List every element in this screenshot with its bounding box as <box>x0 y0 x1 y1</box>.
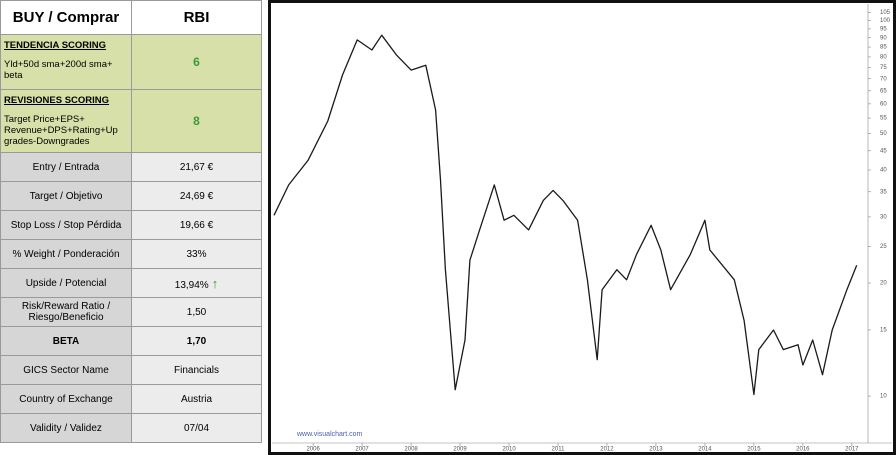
x-tick-label: 2015 <box>747 447 761 453</box>
row-value: Austria <box>131 384 262 414</box>
row-label: % Weight / Ponderación <box>0 239 132 269</box>
y-tick-label: 50 <box>880 131 887 137</box>
scoring-title: REVISIONES SCORING <box>4 95 110 106</box>
y-tick-label: 105 <box>880 10 891 16</box>
x-tick-label: 2006 <box>306 447 320 453</box>
row-value: 19,66 € <box>131 210 262 240</box>
scoring-cell: REVISIONES SCORING Target Price+EPS+ Reve… <box>0 89 132 153</box>
y-tick-label: 100 <box>880 18 891 24</box>
y-tick-label: 70 <box>880 76 887 82</box>
chart-frame <box>268 0 896 455</box>
row-value: 33% <box>131 239 262 269</box>
y-tick-label: 80 <box>880 55 887 61</box>
watermark: www.visualchart.com <box>296 431 363 438</box>
scoring-cell: TENDENCIA SCORING Yld+50d sma+200d sma+ b… <box>0 34 132 90</box>
table-row: Stop Loss / Stop Pérdida 19,66 € <box>0 210 262 240</box>
table-row: Entry / Entrada 21,67 € <box>0 152 262 182</box>
y-tick-label: 60 <box>880 101 887 107</box>
x-tick-label: 2007 <box>355 447 369 453</box>
x-tick-label: 2008 <box>404 447 418 453</box>
header-row: BUY / Comprar RBI <box>0 0 262 35</box>
scoring-value: 6 <box>131 34 262 90</box>
scoring-description: Target Price+EPS+ Revenue+DPS+Rating+Up … <box>4 114 118 147</box>
x-tick-label: 2014 <box>698 447 712 453</box>
scoring-description: Yld+50d sma+200d sma+ beta <box>4 59 113 81</box>
y-tick-label: 20 <box>880 281 887 287</box>
y-tick-label: 65 <box>880 88 887 94</box>
row-label: Country of Exchange <box>0 384 132 414</box>
y-tick-label: 55 <box>880 116 887 122</box>
y-tick-label: 25 <box>880 244 887 250</box>
row-label: Entry / Entrada <box>0 152 132 182</box>
x-tick-label: 2012 <box>600 447 614 453</box>
table-row: Upside / Potencial 13,94% ↑ <box>0 268 262 298</box>
y-tick-label: 45 <box>880 148 887 154</box>
row-value: 13,94% ↑ <box>131 268 262 298</box>
y-tick-label: 10 <box>880 394 887 400</box>
x-tick-label: 2009 <box>453 447 467 453</box>
row-label: BETA <box>0 326 132 356</box>
row-value: 1,50 <box>131 297 262 327</box>
up-arrow-icon: ↑ <box>211 275 219 291</box>
row-value: 07/04 <box>131 413 262 443</box>
y-tick-label: 95 <box>880 26 887 32</box>
table-row: Country of Exchange Austria <box>0 384 262 414</box>
row-label: Stop Loss / Stop Pérdida <box>0 210 132 240</box>
table-row: % Weight / Ponderación 33% <box>0 239 262 269</box>
y-tick-label: 15 <box>880 328 887 334</box>
row-label: Risk/Reward Ratio / Riesgo/Beneficio <box>0 297 132 327</box>
row-value: 21,67 € <box>131 152 262 182</box>
header-cell: RBI <box>131 0 262 35</box>
y-tick-label: 35 <box>880 189 887 195</box>
x-tick-label: 2010 <box>502 447 516 453</box>
row-value: 24,69 € <box>131 181 262 211</box>
y-tick-label: 30 <box>880 214 887 220</box>
scoring-row: TENDENCIA SCORING Yld+50d sma+200d sma+ b… <box>0 34 262 90</box>
row-label: Target / Objetivo <box>0 181 132 211</box>
chart: www.visualchart.com 2006 2007 2008 2009 2010… <box>268 0 896 455</box>
table-row: BETA 1,70 <box>0 326 262 356</box>
row-label: GICS Sector Name <box>0 355 132 385</box>
recommendation-table: BUY / Comprar RBI TENDENCIA SCORING Yld+5… <box>0 0 262 443</box>
row-label: Validity / Validez <box>0 413 132 443</box>
table-row: Target / Objetivo 24,69 € <box>0 181 262 211</box>
y-tick-label: 75 <box>880 65 887 71</box>
scoring-value: 8 <box>131 89 262 153</box>
row-label: Upside / Potencial <box>0 268 132 298</box>
table-row: Validity / Validez 07/04 <box>0 413 262 443</box>
row-value: Financials <box>131 355 262 385</box>
scoring-row: REVISIONES SCORING Target Price+EPS+ Reve… <box>0 89 262 153</box>
header-cell: BUY / Comprar <box>0 0 132 35</box>
x-tick-label: 2013 <box>649 447 663 453</box>
table-row: Risk/Reward Ratio / Riesgo/Beneficio 1,50 <box>0 297 262 327</box>
x-tick-label: 2017 <box>845 447 859 453</box>
table-row: GICS Sector Name Financials <box>0 355 262 385</box>
x-tick-label: 2011 <box>552 447 566 453</box>
y-tick-label: 90 <box>880 35 887 41</box>
price-line <box>273 34 858 396</box>
y-tick-label: 85 <box>880 45 887 51</box>
row-value: 1,70 <box>131 326 262 356</box>
scoring-title: TENDENCIA SCORING <box>4 40 107 51</box>
y-tick-label: 40 <box>880 168 887 174</box>
x-tick-label: 2016 <box>796 447 810 453</box>
